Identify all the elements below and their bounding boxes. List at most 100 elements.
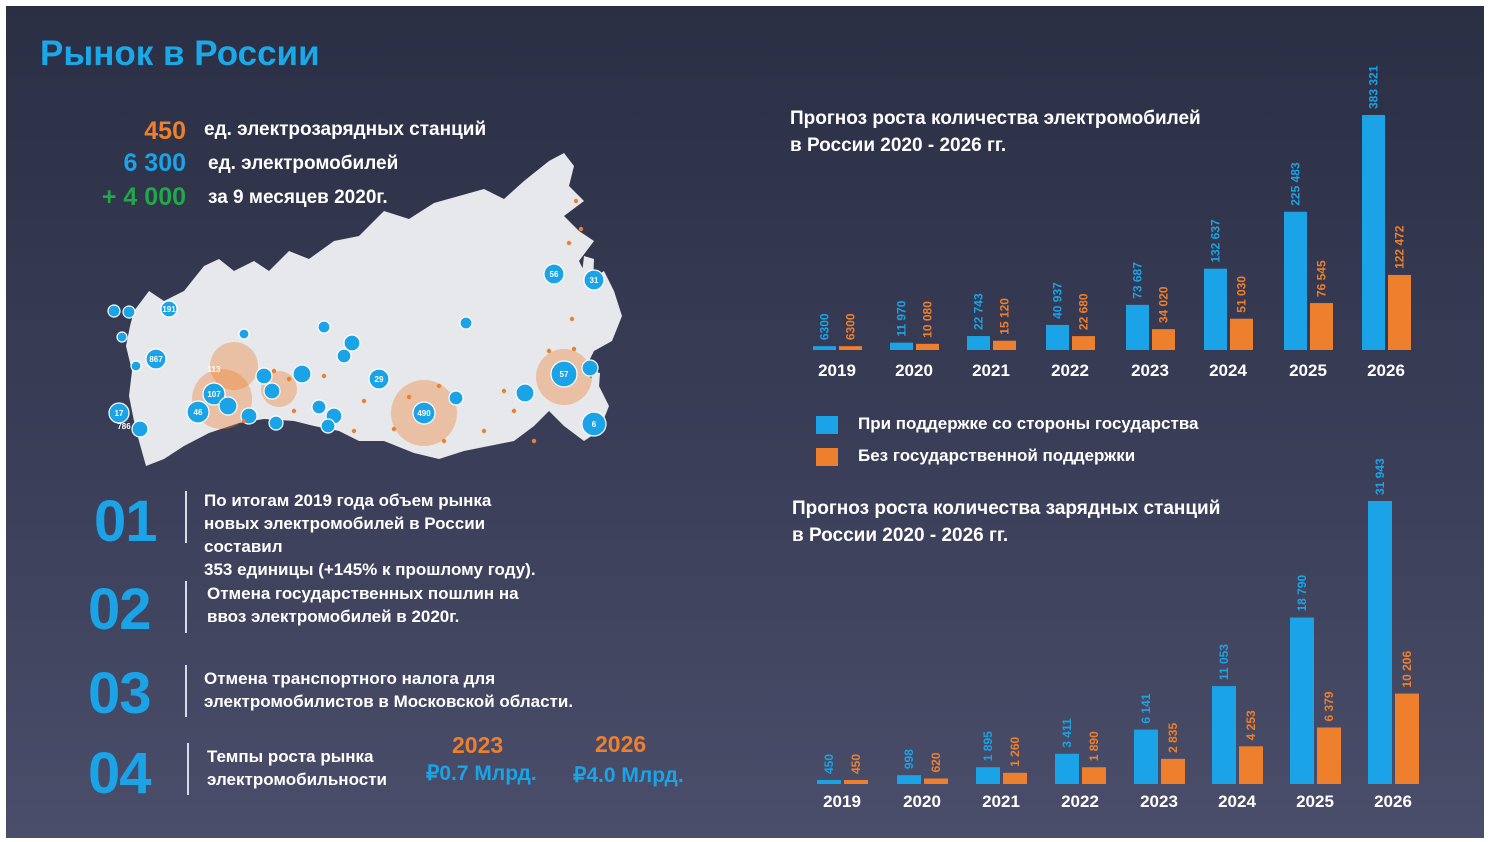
bar-ev-2025-nogov [1310,303,1333,350]
map-marker [368,368,390,390]
data-label: 76 545 [1315,260,1329,297]
map-dot [511,408,517,414]
map-dot [271,368,277,374]
x-tick-label: 2021 [972,361,1010,380]
data-label: 22 680 [1077,293,1091,330]
item-divider [185,581,187,633]
bar-station-2025-gov [1290,617,1314,784]
data-label: 11 970 [895,300,909,336]
bar-ev-2019-gov [813,346,836,350]
data-label: 11 053 [1217,644,1231,680]
bar-station-2020-gov [897,775,921,784]
bar-ev-2023-nogov [1152,329,1175,350]
map-dot [321,373,327,379]
data-label: 6 141 [1139,693,1153,723]
data-label: 6 379 [1322,691,1336,721]
map-marker [145,348,167,370]
chart-title-stations: Прогноз роста количества зарядных станци… [792,498,1221,546]
bar-station-2021-gov [976,767,1000,784]
slide: Рынок в России 450 ед. электрозарядных с… [6,6,1484,838]
map-marker-label: 107 [207,390,221,399]
bar-ev-2021-gov [967,336,990,350]
bar-station-2022-nogov [1082,767,1106,784]
map-marker [218,396,238,416]
x-tick-label: 2024 [1209,361,1247,380]
bar-ev-2022-nogov [1072,336,1095,350]
map-dot [546,348,552,354]
map-marker [317,320,331,334]
cluster-halo [210,342,258,390]
item-divider [185,491,187,543]
map-marker [186,400,210,424]
map-dot [531,438,537,444]
map-marker-label: 786 [117,422,131,431]
data-label: 1 895 [981,731,995,761]
bar-ev-2026-nogov [1388,274,1411,350]
map-marker-label: 17 [115,409,124,418]
map-dot [573,198,579,204]
data-label: 6300 [818,313,832,340]
map-marker [515,383,535,403]
map-marker [292,364,312,384]
stat-label-growth: за 9 месяцев 2020г. [208,187,388,208]
russia-map-shape [126,153,622,466]
stat-label-evs: ед. электромобилей [208,153,399,174]
x-tick-label: 2025 [1289,361,1327,380]
map-marker-label: 867 [149,355,163,364]
item-divider [185,665,187,717]
stat-value-growth: + 4 000 [101,183,186,211]
map-dot [391,426,397,432]
data-label: 10 080 [921,301,935,338]
data-label: 132 637 [1209,219,1223,263]
map-marker [116,331,128,343]
data-label: 1 890 [1087,731,1101,761]
data-label: 122 472 [1393,225,1407,269]
ev-forecast-chart: 6300 6300 2019 11 970 10 080 2020 22 743 15 120… [813,65,1419,811]
bar-station-2025-nogov [1317,727,1341,784]
stat-value-evs: 6 300 [123,149,186,177]
bar-station-2023-nogov [1161,758,1185,784]
map-dot [286,376,292,382]
growth-value-2023: ₽0.7 Млрд. [426,762,537,785]
map-marker [122,305,136,319]
map-marker [238,328,250,340]
map-marker-label: 6 [592,420,597,429]
data-label: 22 743 [972,293,986,330]
map-marker [412,401,436,425]
map-dot [436,383,442,389]
map-dot [241,418,247,424]
data-label: 4 253 [1244,710,1258,740]
data-label: 1 260 [1008,736,1022,766]
map-marker-label: 113 [208,365,221,374]
map-marker [131,420,149,438]
map-marker [543,263,565,285]
data-label: 73 687 [1131,262,1145,299]
map-marker [581,359,599,377]
bar-ev-2024-nogov [1230,318,1253,350]
map-marker-label: 490 [417,409,431,418]
page-title: Рынок в России [40,34,320,73]
data-label: 15 120 [998,298,1012,335]
map-marker [130,360,142,372]
map-marker [255,367,273,385]
bar-station-2023-gov [1134,729,1158,784]
bar-station-2019-gov [817,780,841,784]
bar-ev-2020-gov [890,342,913,350]
stat-label-stations: ед. электрозарядных станций [204,119,487,140]
item-number-02: 02 [88,577,152,642]
item-text-01: По итогам 2019 года объем рынка новых эл… [204,491,536,579]
map-marker [311,399,327,415]
bar-ev-2025-gov [1284,211,1307,350]
map-dot [361,398,367,404]
chart-title-evs: Прогноз роста количества электромобилей … [790,108,1201,156]
x-tick-label: 2020 [903,792,941,811]
map-marker [581,411,607,437]
item-text-04: Темпы роста рынка электромобильности [207,747,387,789]
x-tick-label: 2022 [1051,361,1089,380]
map-marker-label: 56 [550,270,559,279]
map-marker [336,348,352,364]
x-tick-label: 2024 [1218,792,1256,811]
x-tick-label: 2022 [1061,792,1099,811]
data-label: 51 030 [1235,276,1249,313]
stat-value-stations: 450 [144,117,186,145]
